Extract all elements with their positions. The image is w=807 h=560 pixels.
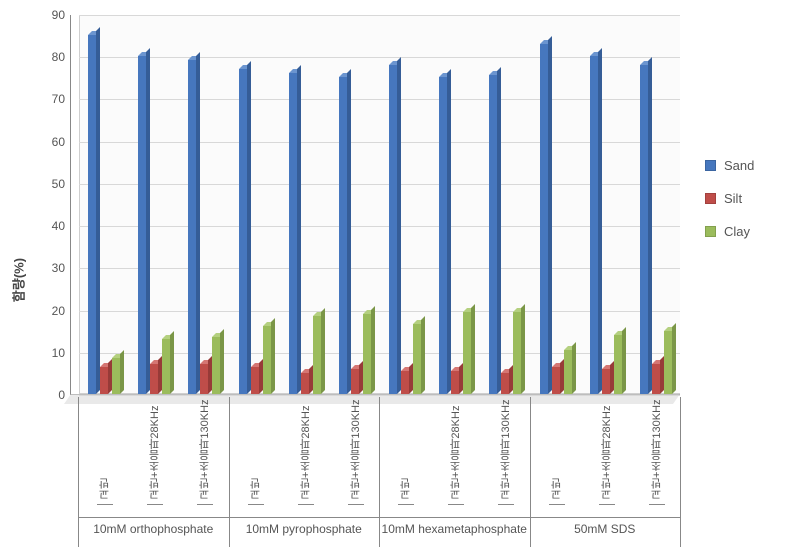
group-label: 10mM pyrophosphate xyxy=(229,517,380,536)
group-label: 10mM orthophosphate xyxy=(78,517,229,536)
silt-bar xyxy=(251,367,259,394)
sand-bar xyxy=(389,65,397,394)
silt-swatch xyxy=(705,193,716,204)
sand-bar xyxy=(289,73,297,394)
sand-bar xyxy=(339,77,347,394)
y-axis-label: 함량(%) xyxy=(9,258,28,302)
silt-bar xyxy=(602,369,610,394)
y-tick: 10 xyxy=(52,346,71,360)
bars-host xyxy=(79,15,680,394)
plot-area: 0102030405060708090 xyxy=(70,15,680,395)
clay-bar xyxy=(212,337,220,394)
sand-bar xyxy=(439,77,447,394)
legend-item-clay: Clay xyxy=(705,224,795,239)
silt-bar xyxy=(451,371,459,394)
group-label: 50mM SDS xyxy=(530,517,681,536)
clay-bar xyxy=(112,358,120,394)
category-sublabel: 교반 xyxy=(248,405,264,505)
legend-label-clay: Clay xyxy=(724,224,750,239)
silt-bar xyxy=(401,371,409,394)
silt-bar xyxy=(652,364,660,394)
y-tick: 70 xyxy=(52,92,71,106)
category-sublabel: 교반+초음파28KHz xyxy=(147,405,163,505)
legend-label-silt: Silt xyxy=(724,191,742,206)
silt-bar xyxy=(200,364,208,394)
sand-bar xyxy=(540,44,548,394)
chart-container: 함량(%) 0102030405060708090 교반교반+초음파28KHz교… xyxy=(0,0,807,560)
category-sublabel: 교반+초음파130KHz xyxy=(348,405,364,505)
category-sublabel: 교반+초음파130KHz xyxy=(197,405,213,505)
silt-bar xyxy=(351,369,359,394)
clay-bar xyxy=(162,339,170,394)
y-tick: 30 xyxy=(52,261,71,275)
silt-bar xyxy=(301,373,309,394)
group-divider xyxy=(78,397,79,547)
group-label: 10mM hexametaphosphate xyxy=(379,517,530,536)
category-sublabel: 교반+초음파28KHz xyxy=(448,405,464,505)
legend-item-silt: Silt xyxy=(705,191,795,206)
clay-swatch xyxy=(705,226,716,237)
sand-swatch xyxy=(705,160,716,171)
legend-item-sand: Sand xyxy=(705,158,795,173)
y-tick: 50 xyxy=(52,177,71,191)
clay-bar xyxy=(564,350,572,394)
silt-bar xyxy=(501,373,509,394)
category-sublabel: 교반 xyxy=(97,405,113,505)
clay-bar xyxy=(413,324,421,394)
gridline xyxy=(79,395,680,396)
silt-bar xyxy=(552,367,560,394)
sand-bar xyxy=(138,56,146,394)
y-tick: 90 xyxy=(52,8,71,22)
legend-label-sand: Sand xyxy=(724,158,754,173)
category-sublabel: 교반 xyxy=(549,405,565,505)
sand-bar xyxy=(489,75,497,394)
y-tick: 80 xyxy=(52,50,71,64)
group-divider xyxy=(680,397,681,547)
clay-bar xyxy=(263,326,271,394)
category-sublabel: 교반+초음파28KHz xyxy=(298,405,314,505)
legend: Sand Silt Clay xyxy=(705,140,795,257)
y-tick: 0 xyxy=(58,388,71,402)
clay-bar xyxy=(614,335,622,394)
clay-bar xyxy=(363,314,371,394)
clay-bar xyxy=(513,312,521,394)
category-sublabel: 교반+초음파28KHz xyxy=(599,405,615,505)
sand-bar xyxy=(188,60,196,394)
sand-bar xyxy=(239,69,247,394)
silt-bar xyxy=(100,367,108,394)
sand-bar xyxy=(640,65,648,394)
y-tick: 60 xyxy=(52,135,71,149)
sand-bar xyxy=(88,35,96,394)
clay-bar xyxy=(313,316,321,394)
y-tick: 40 xyxy=(52,219,71,233)
silt-bar xyxy=(150,364,158,394)
category-sublabel: 교반 xyxy=(398,405,414,505)
y-tick: 20 xyxy=(52,304,71,318)
category-sublabel: 교반+초음파130KHz xyxy=(649,405,665,505)
clay-bar xyxy=(664,331,672,394)
sand-bar xyxy=(590,56,598,394)
clay-bar xyxy=(463,312,471,394)
category-sublabel: 교반+초음파130KHz xyxy=(498,405,514,505)
